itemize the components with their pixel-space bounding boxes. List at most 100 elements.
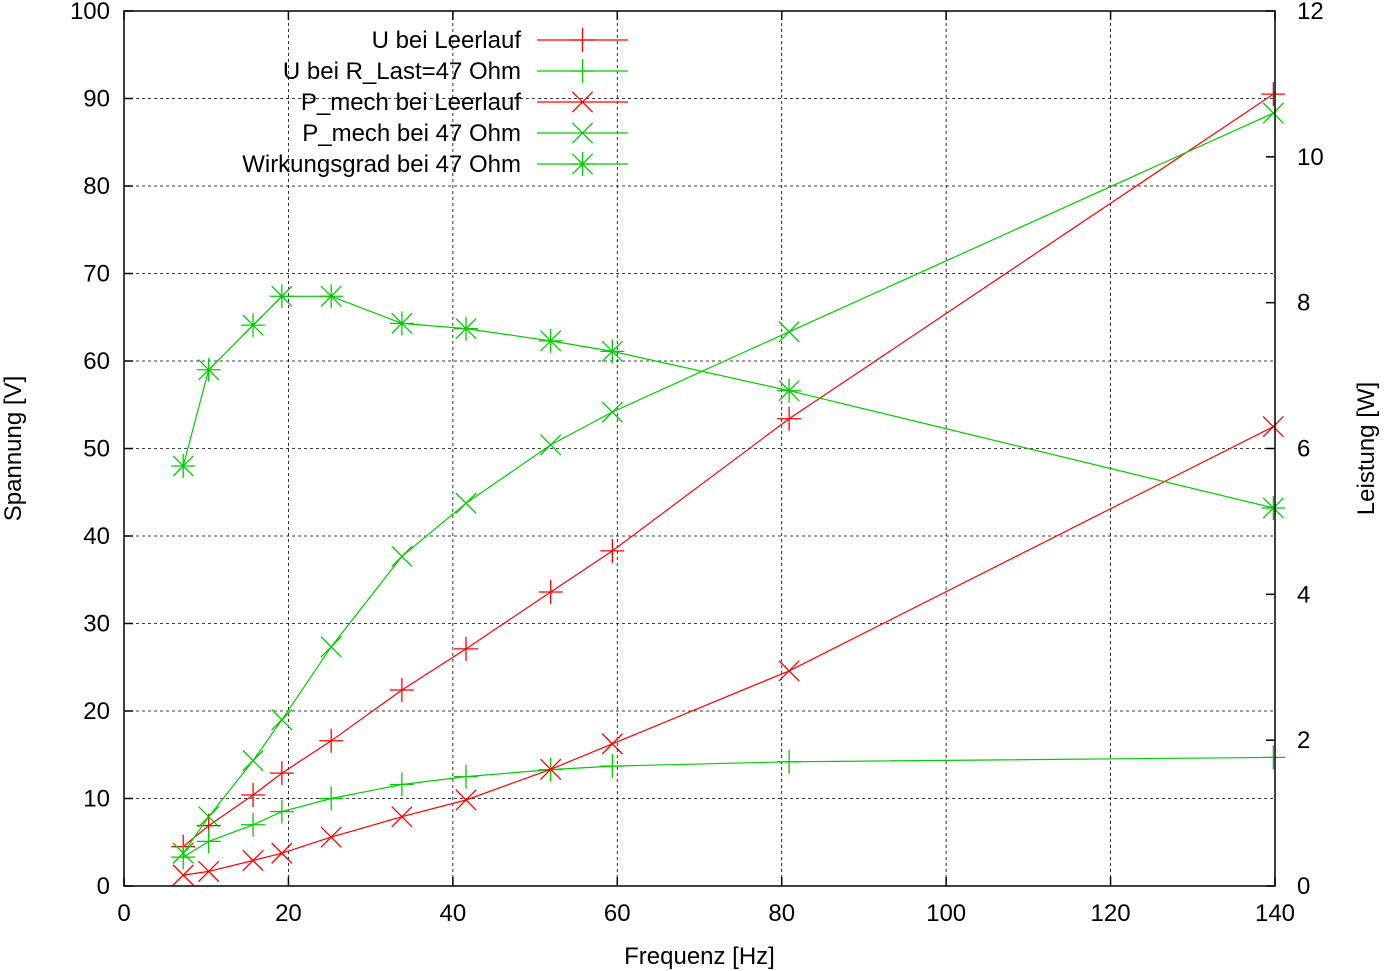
data-point (172, 864, 194, 886)
y-tick-label: 20 (83, 698, 110, 725)
y2-tick-label: 12 (1297, 0, 1324, 25)
y-axis-label: Spannung [V] (0, 376, 27, 521)
x-tick-label: 120 (1091, 900, 1131, 927)
y2-tick-label: 0 (1297, 873, 1310, 900)
data-point (1261, 82, 1286, 107)
series-2 (172, 415, 1285, 886)
series-4 (171, 284, 1286, 520)
series-line (182, 93, 1274, 848)
data-point (389, 311, 414, 336)
y2-tick-label: 4 (1297, 581, 1310, 608)
x-tick-label: 100 (926, 900, 966, 927)
plot-frame (123, 10, 1276, 887)
data-point (391, 806, 413, 828)
y2-axis-label: Leistung [W] (1353, 382, 1380, 515)
x-tick-label: 0 (117, 900, 130, 927)
data-point (1261, 745, 1286, 770)
grid-lines (124, 11, 1275, 886)
data-point (198, 806, 220, 828)
series-layer (171, 82, 1286, 886)
legend: U bei Leerlauf U bei R_Last=47 Ohm P_mech … (242, 27, 628, 178)
y-tick-label: 30 (83, 611, 110, 638)
data-point (778, 321, 800, 343)
data-point (389, 678, 414, 702)
data-point (241, 783, 266, 807)
data-point (196, 829, 221, 854)
data-point (777, 378, 802, 403)
data-point (172, 842, 194, 864)
legend-label: P_mech bei Leerlauf (301, 89, 521, 116)
x-axis-label: Frequenz [Hz] (624, 943, 775, 970)
data-point (600, 754, 625, 779)
series-line (183, 426, 1274, 876)
data-point (269, 799, 294, 824)
data-point (570, 59, 595, 83)
data-point (571, 122, 594, 144)
data-point (454, 316, 479, 341)
x-tick-label: 80 (768, 900, 795, 927)
data-point (196, 357, 221, 382)
data-point (540, 758, 562, 780)
x-tick-label: 20 (275, 900, 302, 927)
data-point (538, 580, 563, 604)
x-tick-label: 40 (440, 900, 467, 927)
data-point (242, 849, 264, 872)
data-point (570, 152, 595, 176)
data-point (269, 761, 294, 786)
data-point (1262, 102, 1285, 124)
data-point (600, 339, 625, 364)
y2-tick-label: 8 (1297, 290, 1310, 317)
data-point (571, 91, 594, 113)
y-tick-label: 0 (97, 873, 110, 900)
data-point (271, 709, 293, 731)
legend-item: U bei Leerlauf (372, 27, 628, 54)
data-point (389, 772, 414, 797)
y-tick-label: 40 (83, 523, 110, 550)
y-tick-label: 100 (70, 0, 110, 25)
series-1 (171, 745, 1286, 870)
data-point (319, 786, 344, 811)
data-point (570, 28, 595, 52)
data-point (777, 406, 802, 431)
data-point (319, 728, 344, 753)
data-point (454, 636, 479, 661)
legend-label: P_mech bei 47 Ohm (302, 120, 521, 147)
data-point (320, 636, 342, 658)
y-tick-label: 70 (83, 261, 110, 288)
legend-item: U bei R_Last=47 Ohm (283, 58, 628, 85)
data-point (241, 313, 266, 338)
data-point (271, 842, 293, 864)
data-point (601, 733, 624, 755)
data-point (269, 284, 294, 309)
data-point (778, 660, 800, 682)
data-point (320, 826, 342, 848)
data-point (454, 764, 479, 789)
series-line (182, 295, 1274, 509)
data-point (171, 454, 196, 478)
legend-label: Wirkungsgrad bei 47 Ohm (242, 151, 521, 178)
x-tick-label: 140 (1255, 900, 1295, 927)
data-point (600, 538, 625, 563)
series-3 (172, 102, 1285, 864)
legend-item: P_mech bei Leerlauf (301, 89, 628, 116)
tick-labels: 0 20 40 60 80 100 120 1400102030405060708090100… (70, 0, 1324, 927)
data-point (601, 401, 624, 423)
data-point (538, 328, 563, 353)
data-point (1262, 415, 1285, 438)
legend-label: U bei Leerlauf (372, 27, 522, 54)
y-tick-label: 10 (83, 786, 110, 813)
y-tick-label: 90 (83, 86, 110, 113)
y2-tick-label: 2 (1297, 727, 1310, 754)
data-point (1261, 496, 1286, 520)
y-tick-label: 50 (83, 436, 110, 463)
series-line (182, 756, 1274, 858)
y-tick-label: 60 (83, 348, 110, 375)
data-point (242, 749, 264, 772)
data-point (391, 545, 413, 568)
legend-label: U bei R_Last=47 Ohm (283, 58, 521, 85)
y2-tick-label: 6 (1297, 436, 1310, 463)
data-point (319, 284, 344, 309)
data-point (171, 845, 196, 870)
x-tick-label: 60 (604, 900, 631, 927)
